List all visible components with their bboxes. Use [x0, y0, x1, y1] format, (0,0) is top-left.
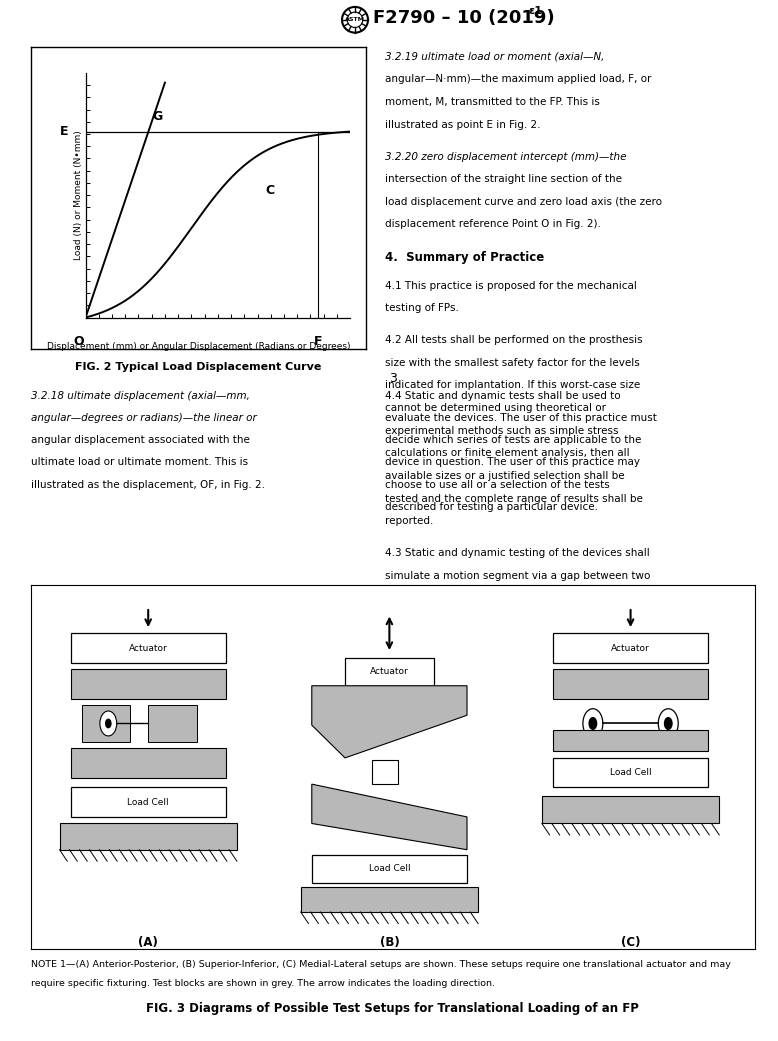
Circle shape	[100, 711, 117, 736]
Bar	[300, 887, 478, 912]
Bar	[71, 787, 226, 817]
Text: illustrated as the displacement, OF, in Fig. 2.: illustrated as the displacement, OF, in …	[31, 480, 265, 489]
Text: NOTE 1—(A) Anterior-Posterior, (B) Superior-Inferior, (C) Medial-Lateral setups : NOTE 1—(A) Anterior-Posterior, (B) Super…	[31, 960, 731, 969]
Bar	[345, 658, 434, 686]
Text: Test Method D638). The UHMWPE will eliminate the: Test Method D638). The UHMWPE will elimi…	[385, 684, 653, 694]
Text: decide which series of tests are applicable to the: decide which series of tests are applica…	[385, 435, 642, 446]
Text: test blocks (Fig. 1, Fig. 3, or Fig. 4). The UHMWPE: test blocks (Fig. 1, Fig. 3, or Fig. 4).…	[385, 616, 640, 626]
Circle shape	[105, 718, 111, 729]
Text: intersection of the straight line section of the: intersection of the straight line sectio…	[385, 174, 622, 184]
Text: FIG. 2 Typical Load Displacement Curve: FIG. 2 Typical Load Displacement Curve	[75, 362, 321, 373]
Bar	[553, 730, 708, 752]
Text: ASTM: ASTM	[345, 18, 365, 22]
Text: 3.2.19 ultimate load or moment (axial—N,: 3.2.19 ultimate load or moment (axial—N,	[385, 52, 605, 61]
Text: illustrated as point E in Fig. 2.: illustrated as point E in Fig. 2.	[385, 120, 541, 130]
Text: 4.  Summary of Practice: 4. Summary of Practice	[385, 251, 545, 264]
Text: 3: 3	[389, 373, 397, 385]
Text: FIG. 3 Diagrams of Possible Test Setups for Translational Loading of an FP: FIG. 3 Diagrams of Possible Test Setups …	[146, 1002, 640, 1015]
Text: 4.4 Static and dynamic tests shall be used to: 4.4 Static and dynamic tests shall be us…	[385, 391, 621, 401]
Text: F2790 – 10 (2019): F2790 – 10 (2019)	[373, 8, 555, 27]
Bar	[82, 706, 131, 741]
Text: E: E	[60, 125, 68, 138]
Text: 4.3 Static and dynamic testing of the devices shall: 4.3 Static and dynamic testing of the de…	[385, 548, 650, 558]
Text: choose to use all or a selection of the tests: choose to use all or a selection of the …	[385, 480, 610, 489]
Text: described for testing a particular device.: described for testing a particular devic…	[385, 502, 598, 512]
Text: F: F	[314, 334, 323, 348]
Circle shape	[583, 709, 603, 738]
Text: reported.: reported.	[385, 516, 433, 526]
Circle shape	[588, 717, 598, 730]
Text: device in question. The user of this practice may: device in question. The user of this pra…	[385, 457, 640, 467]
Text: moment, M, transmitted to the FP. This is: moment, M, transmitted to the FP. This i…	[385, 97, 600, 107]
Text: calculations or finite element analysis, then all: calculations or finite element analysis,…	[385, 449, 629, 458]
Text: simulate a motion segment via a gap between two: simulate a motion segment via a gap betw…	[385, 570, 650, 581]
Text: indicated for implantation. If this worst-case size: indicated for implantation. If this wors…	[385, 380, 640, 390]
Text: used to manufacture the test blocks should have a: used to manufacture the test blocks shou…	[385, 638, 651, 649]
Text: 3.2.18 ultimate displacement (axial—mm,: 3.2.18 ultimate displacement (axial—mm,	[31, 391, 250, 401]
Text: experimental methods such as simple stress: experimental methods such as simple stre…	[385, 426, 619, 435]
Text: Load Cell: Load Cell	[610, 768, 651, 778]
Text: tested and the complete range of results shall be: tested and the complete range of results…	[385, 493, 643, 504]
Bar	[372, 760, 398, 784]
Text: load displacement curve and zero load axis (the zero: load displacement curve and zero load ax…	[385, 197, 662, 207]
Text: evaluate the devices. The user of this practice must: evaluate the devices. The user of this p…	[385, 413, 657, 423]
Text: 4.2 All tests shall be performed on the prosthesis: 4.2 All tests shall be performed on the …	[385, 335, 643, 345]
Text: cannot be determined using theoretical or: cannot be determined using theoretical o…	[385, 403, 606, 413]
Bar	[312, 855, 467, 883]
Text: O: O	[74, 334, 84, 348]
Circle shape	[664, 717, 673, 730]
Bar	[71, 633, 226, 663]
Text: angular—N·mm)—the maximum applied load, F, or: angular—N·mm)—the maximum applied load, …	[385, 75, 651, 84]
Text: (A): (A)	[138, 936, 158, 948]
Text: Load Cell: Load Cell	[369, 864, 410, 873]
Text: morphology for the fatigue tests.: morphology for the fatigue tests.	[385, 729, 559, 739]
Text: testing of FPs.: testing of FPs.	[385, 303, 459, 313]
Text: size with the smallest safety factor for the levels: size with the smallest safety factor for…	[385, 358, 640, 367]
Bar	[148, 706, 197, 741]
Text: Actuator: Actuator	[612, 643, 650, 653]
Text: Actuator: Actuator	[129, 643, 167, 653]
Text: require specific fixturing. Test blocks are shown in grey. The arrow indicates t: require specific fixturing. Test blocks …	[31, 979, 495, 988]
Text: angular displacement associated with the: angular displacement associated with the	[31, 435, 250, 446]
Text: 4.1 This practice is proposed for the mechanical: 4.1 This practice is proposed for the me…	[385, 281, 637, 290]
Bar	[553, 758, 708, 787]
Text: Ultra High Molecular Weight Polyethylene (UHMWPE): Ultra High Molecular Weight Polyethylene…	[385, 593, 660, 603]
Text: (B): (B)	[380, 936, 399, 948]
Polygon shape	[312, 686, 467, 758]
Text: Displacement (mm) or Angular Displacement (Radians or Degrees): Displacement (mm) or Angular Displacemen…	[47, 342, 350, 351]
Text: G: G	[152, 110, 163, 123]
Bar	[553, 669, 708, 699]
Text: 3.2.20 zero displacement intercept (mm)—the: 3.2.20 zero displacement intercept (mm)—…	[385, 152, 626, 161]
Text: angular—degrees or radians)—the linear or: angular—degrees or radians)—the linear o…	[31, 413, 257, 423]
Text: displacement reference Point O in Fig. 2).: displacement reference Point O in Fig. 2…	[385, 220, 601, 229]
Bar	[59, 823, 237, 849]
Text: available sizes or a justified selection shall be: available sizes or a justified selection…	[385, 471, 625, 481]
Text: (C): (C)	[621, 936, 640, 948]
Bar	[541, 795, 719, 823]
Text: Load Cell: Load Cell	[128, 797, 169, 807]
Text: Actuator: Actuator	[370, 667, 408, 677]
Polygon shape	[312, 784, 467, 849]
Bar	[71, 669, 226, 699]
Bar	[553, 633, 708, 663]
Circle shape	[658, 709, 678, 738]
Y-axis label: Load (N) or Moment (N•mm): Load (N) or Moment (N•mm)	[74, 130, 82, 260]
Bar	[71, 748, 226, 778]
Text: ultimate load or ultimate moment. This is: ultimate load or ultimate moment. This i…	[31, 457, 248, 467]
Text: tensile breaking strength equal to 40 ± 3 MPa (see: tensile breaking strength equal to 40 ± …	[385, 661, 650, 671]
Text: effects of the variability of bone properties and: effects of the variability of bone prope…	[385, 707, 632, 716]
Text: C: C	[265, 184, 275, 197]
Text: ε1: ε1	[528, 6, 542, 16]
